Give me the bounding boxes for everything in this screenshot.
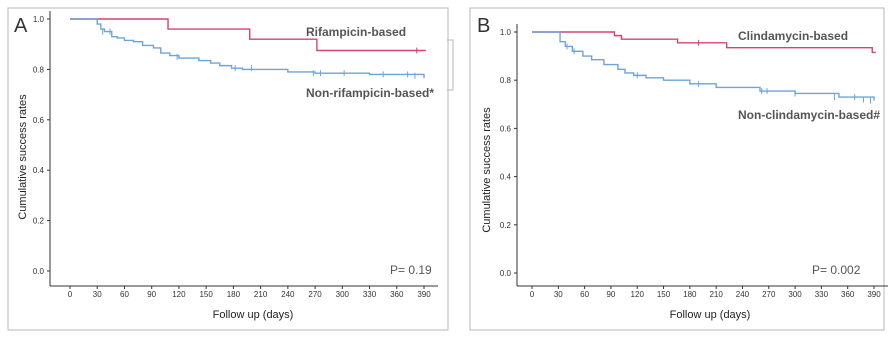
y-tick-label: 1.0 bbox=[500, 28, 512, 37]
y-tick-label: 0.2 bbox=[33, 217, 45, 226]
y-tick-label: 0.8 bbox=[500, 76, 512, 85]
x-tick-label: 30 bbox=[554, 290, 563, 299]
x-tick-label: 330 bbox=[815, 290, 829, 299]
y-tick-label: 0.8 bbox=[33, 65, 45, 74]
y-axis-title: Cumulative success rates bbox=[17, 94, 29, 220]
y-tick-label: 0.2 bbox=[500, 221, 512, 230]
x-tick-label: 180 bbox=[227, 290, 241, 299]
x-axis-title: Follow up (days) bbox=[670, 309, 751, 321]
y-tick-label: 0.6 bbox=[500, 124, 512, 133]
series-label-rifampicin: Rifampicin-based bbox=[306, 25, 406, 39]
x-tick-label: 60 bbox=[120, 290, 129, 299]
x-tick-label: 390 bbox=[867, 290, 881, 299]
panel-b: B Cumulative success rates Follow up (da… bbox=[469, 7, 888, 331]
series-line-2 bbox=[70, 18, 425, 79]
x-tick-label: 0 bbox=[68, 290, 73, 299]
x-tick-label: 150 bbox=[657, 290, 671, 299]
y-tick-label: 0.6 bbox=[33, 116, 45, 125]
panel-letter: B bbox=[477, 15, 490, 37]
x-tick-label: 300 bbox=[788, 290, 802, 299]
p-value: P= 0.002 bbox=[812, 263, 861, 277]
series-label-clindamycin: Clindamycin-based bbox=[738, 29, 848, 43]
y-tick-label: 0.0 bbox=[500, 269, 512, 278]
x-tick-label: 150 bbox=[199, 290, 213, 299]
x-tick-label: 120 bbox=[172, 290, 186, 299]
x-axis-title: Follow up (days) bbox=[213, 309, 294, 321]
x-tick-label: 360 bbox=[390, 290, 404, 299]
panel-letter: A bbox=[14, 15, 28, 37]
series-label-non-clindamycin: Non-clindamycin-based# bbox=[738, 108, 880, 122]
x-tick-label: 0 bbox=[530, 290, 535, 299]
y-tick-label: 1.0 bbox=[33, 15, 45, 24]
series-label-non-rifampicin: Non-rifampicin-based* bbox=[306, 86, 434, 100]
x-tick-label: 30 bbox=[93, 290, 102, 299]
p-value: P= 0.19 bbox=[390, 263, 432, 277]
x-tick-label: 390 bbox=[417, 290, 431, 299]
x-tick-label: 240 bbox=[736, 290, 750, 299]
x-tick-label: 210 bbox=[709, 290, 723, 299]
panel-a-border bbox=[7, 7, 449, 331]
x-tick-label: 90 bbox=[147, 290, 156, 299]
x-tick-label: 240 bbox=[281, 290, 295, 299]
x-tick-label: 60 bbox=[580, 290, 589, 299]
x-tick-label: 180 bbox=[683, 290, 697, 299]
y-tick-label: 0.4 bbox=[500, 173, 512, 182]
x-tick-label: 210 bbox=[254, 290, 268, 299]
series-line-2 bbox=[532, 31, 875, 101]
bracket bbox=[447, 39, 454, 91]
series-line-1 bbox=[532, 31, 876, 54]
y-axis-title: Cumulative success rates bbox=[481, 107, 493, 233]
x-tick-label: 300 bbox=[336, 290, 350, 299]
x-tick-label: 90 bbox=[606, 290, 615, 299]
y-tick-label: 0.4 bbox=[33, 166, 45, 175]
x-tick-label: 270 bbox=[762, 290, 776, 299]
series-line-1 bbox=[70, 18, 426, 52]
x-tick-label: 270 bbox=[308, 290, 322, 299]
panel-b-border bbox=[469, 7, 885, 331]
y-tick-label: 0.0 bbox=[33, 267, 45, 276]
x-tick-label: 360 bbox=[841, 290, 855, 299]
x-tick-label: 330 bbox=[363, 290, 377, 299]
panel-a: A Cumulative success rates Follow up (da… bbox=[7, 7, 454, 331]
x-tick-label: 120 bbox=[631, 290, 645, 299]
